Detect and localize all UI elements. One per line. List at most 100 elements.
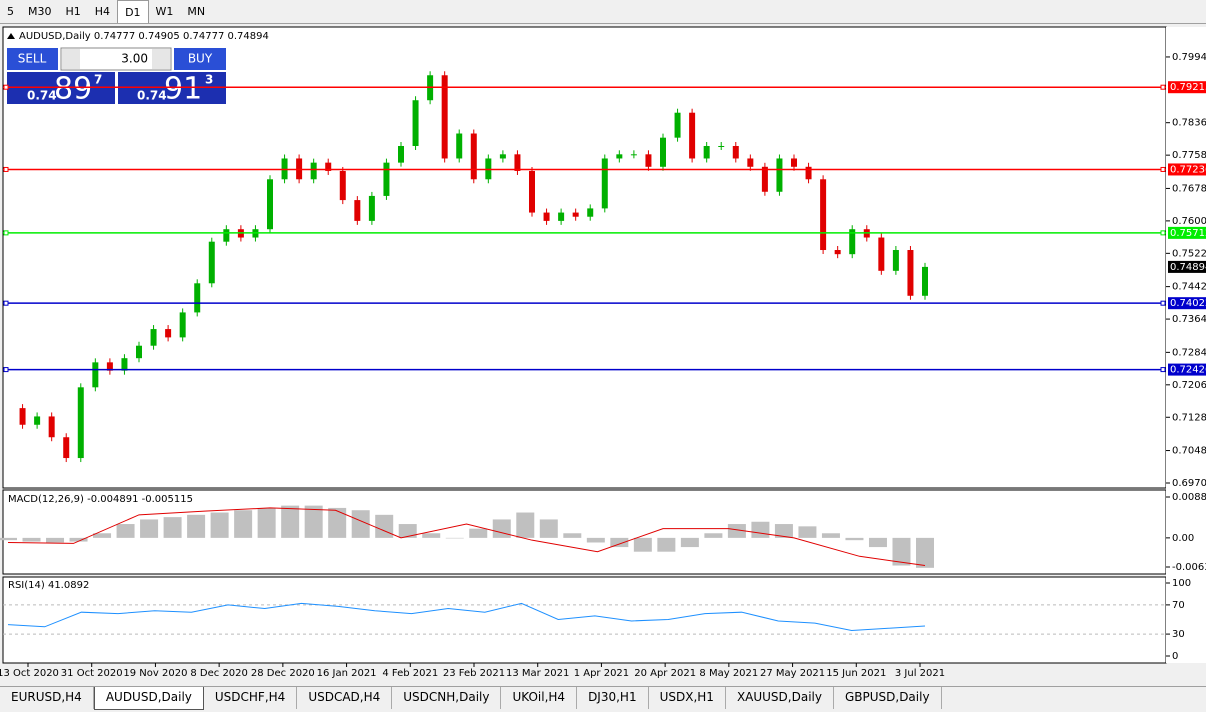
candle-body <box>470 133 477 180</box>
x-tick-label: 13 Mar 2021 <box>506 668 569 679</box>
candle-body <box>732 145 739 159</box>
candle-body <box>92 362 99 388</box>
y-tick-label: 0 <box>1172 651 1178 662</box>
bid-big: 89 <box>54 72 92 107</box>
macd-bar <box>46 537 65 543</box>
timeframe-button[interactable]: MN <box>187 5 206 18</box>
macd-bar <box>727 524 746 538</box>
chart-tab[interactable]: AUDUSD,Daily <box>93 687 204 710</box>
candle-body <box>339 170 346 201</box>
candle-body <box>689 112 696 159</box>
level-price-box <box>1168 81 1206 94</box>
macd-bar <box>539 519 558 538</box>
macd-bar <box>257 507 276 538</box>
macd-bar <box>0 537 17 541</box>
macd-bar <box>210 512 229 538</box>
chart-tab[interactable]: DJ30,H1 <box>577 687 649 709</box>
candle-body <box>77 387 84 459</box>
chart-tab[interactable]: USDCHF,H4 <box>204 687 298 709</box>
sell-button[interactable] <box>7 48 58 70</box>
macd-bar <box>916 537 934 568</box>
macd-bar <box>774 524 793 538</box>
macd-bar <box>398 524 417 538</box>
candle-body <box>834 250 841 255</box>
level-price-box <box>1168 163 1206 176</box>
candle-body <box>878 237 885 271</box>
candle-body <box>572 212 579 217</box>
chart-tab[interactable]: EURUSD,H4 <box>0 687 94 709</box>
candle-body <box>456 133 463 159</box>
collapse-icon[interactable] <box>7 33 15 39</box>
level-handle <box>1160 166 1166 172</box>
chart-header: AUDUSD,Daily 0.74777 0.74905 0.74777 0.7… <box>19 31 269 42</box>
level-handle <box>3 230 9 236</box>
x-tick-label: 15 Jun 2021 <box>826 668 886 679</box>
timeframe-button[interactable]: H1 <box>65 5 81 18</box>
bid-box[interactable] <box>7 72 115 104</box>
timeframe-button[interactable]: D1 <box>117 0 149 23</box>
candle-body <box>194 283 201 313</box>
timeframe-button[interactable]: W1 <box>155 5 174 18</box>
chart-tab[interactable]: UKOil,H4 <box>501 687 578 709</box>
macd-bar <box>116 524 135 538</box>
candle-body <box>776 158 783 192</box>
candle-body <box>19 408 26 425</box>
chart-tab[interactable]: GBPUSD,Daily <box>834 687 942 709</box>
y-tick-label: -0.00632 <box>1172 562 1206 573</box>
volume-input[interactable] <box>60 47 172 71</box>
candle-body <box>383 162 390 196</box>
macd-bar <box>821 533 840 538</box>
candle-body <box>208 241 215 284</box>
level-price-label: 0.74022 <box>1170 298 1206 309</box>
candle-body <box>849 229 856 255</box>
candle-body <box>703 145 710 159</box>
volume-up[interactable] <box>152 49 170 69</box>
chart-tab[interactable]: USDCNH,Daily <box>392 687 502 709</box>
x-tick-label: 8 May 2021 <box>699 668 758 679</box>
macd-bar <box>610 537 629 548</box>
ask-box[interactable] <box>118 72 226 104</box>
macd-bar <box>892 537 911 566</box>
chart-tab[interactable]: XAUUSD,Daily <box>726 687 834 709</box>
macd-bar <box>304 505 323 538</box>
sell-label: SELL <box>18 52 47 66</box>
x-tick-label: 31 Oct 2020 <box>61 668 123 679</box>
chart-tab[interactable]: USDX,H1 <box>649 687 726 709</box>
chart-tabs: EURUSD,H4 AUDUSD,Daily USDCHF,H4 USDCAD,H4 U… <box>0 686 1206 711</box>
level-handle <box>1160 367 1166 373</box>
timeframe-button[interactable]: H4 <box>94 5 111 18</box>
macd-bar <box>93 533 112 538</box>
candle-body <box>761 166 768 192</box>
chart-window: AUDUSD,Daily 0.74777 0.74905 0.74777 0.7… <box>0 26 1206 679</box>
buy-button[interactable] <box>174 48 226 70</box>
x-tick-label: 1 Apr 2021 <box>574 668 629 679</box>
volume-down[interactable] <box>62 49 80 69</box>
macd-bar <box>633 537 652 552</box>
macd-bar <box>163 517 182 538</box>
bid-prefix: 0.74 <box>27 89 57 103</box>
candle-body <box>645 154 652 167</box>
macd-bar <box>422 533 441 538</box>
y-tick-label: 30 <box>1172 629 1185 640</box>
macd-bar <box>140 519 159 538</box>
candle-body <box>48 416 55 438</box>
timeframe-button[interactable]: 5 <box>7 5 14 18</box>
macd-bar <box>492 519 511 538</box>
level-price-box <box>1168 297 1206 310</box>
timeframe-button[interactable]: M30 <box>28 5 52 18</box>
chart-tab[interactable]: USDCAD,H4 <box>297 687 393 709</box>
candle-body <box>892 250 899 271</box>
candle-body <box>412 100 419 146</box>
candle-body <box>907 250 914 296</box>
candle-body <box>718 145 725 147</box>
candle-body <box>310 162 317 180</box>
candle-body <box>267 179 273 230</box>
current-price-box <box>1168 260 1206 273</box>
